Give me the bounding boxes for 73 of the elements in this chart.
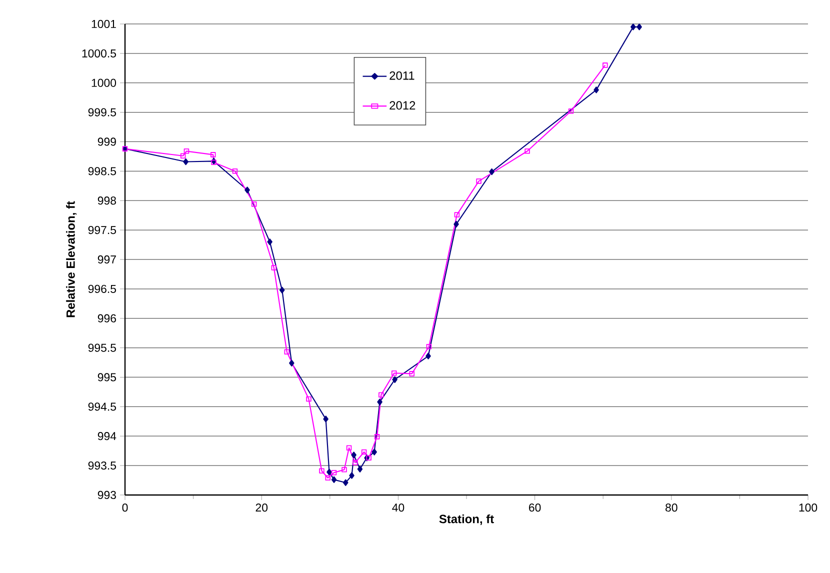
point bbox=[374, 434, 380, 440]
point bbox=[232, 168, 238, 174]
point bbox=[377, 398, 382, 406]
point bbox=[342, 479, 348, 486]
point bbox=[244, 186, 250, 194]
y-tick-label: 998 bbox=[98, 196, 116, 205]
legend-label: 2011 bbox=[390, 71, 414, 80]
point bbox=[349, 472, 354, 479]
x-tick-label: 40 bbox=[392, 504, 404, 512]
point bbox=[184, 148, 190, 154]
point bbox=[323, 416, 328, 422]
y-tick-label: 994 bbox=[98, 432, 116, 440]
point bbox=[251, 201, 257, 207]
x-tick-label: 20 bbox=[256, 504, 268, 512]
point bbox=[361, 449, 367, 455]
point bbox=[306, 396, 312, 402]
point bbox=[636, 24, 642, 30]
y-axis-title: Relative Elevation, ft bbox=[66, 201, 77, 318]
point bbox=[210, 152, 216, 158]
x-axis-title: Station, ft bbox=[439, 514, 494, 525]
x-tick-label: 100 bbox=[799, 504, 818, 512]
y-tick-label: 999 bbox=[98, 138, 116, 146]
point bbox=[331, 476, 337, 484]
y-tick-label: 993 bbox=[98, 490, 116, 500]
y-tick-label: 997.5 bbox=[88, 226, 116, 234]
point bbox=[426, 352, 431, 360]
point bbox=[454, 220, 459, 228]
point bbox=[267, 238, 272, 246]
point bbox=[346, 445, 352, 451]
x-tick-label: 60 bbox=[529, 504, 541, 512]
point bbox=[391, 370, 397, 376]
point bbox=[454, 212, 460, 218]
point bbox=[630, 24, 636, 30]
point bbox=[392, 376, 398, 383]
point bbox=[279, 286, 285, 294]
legend-label: 2012 bbox=[390, 101, 416, 110]
point bbox=[271, 265, 277, 270]
x-tick-label: 0 bbox=[122, 504, 128, 512]
y-tick-label: 999.5 bbox=[88, 108, 116, 116]
point bbox=[594, 86, 599, 94]
point bbox=[325, 475, 331, 481]
point bbox=[183, 158, 188, 166]
point bbox=[602, 62, 608, 68]
x-tick-label: 80 bbox=[666, 504, 678, 512]
y-tick-label: 995 bbox=[98, 373, 116, 382]
point bbox=[326, 468, 332, 476]
point bbox=[409, 371, 415, 376]
y-tick-label: 998.5 bbox=[88, 167, 116, 176]
point bbox=[331, 470, 337, 476]
point bbox=[524, 148, 530, 154]
y-tick-label: 1000 bbox=[92, 78, 116, 87]
y-tick-label: 997 bbox=[98, 255, 116, 264]
y-tick-label: 996 bbox=[98, 314, 116, 322]
y-tick-label: 995.5 bbox=[88, 344, 116, 352]
point bbox=[357, 466, 363, 472]
point bbox=[372, 448, 377, 456]
point bbox=[378, 392, 384, 398]
point bbox=[489, 168, 494, 176]
point bbox=[319, 468, 324, 474]
point bbox=[289, 360, 294, 366]
point bbox=[352, 460, 358, 466]
y-tick-label: 1001 bbox=[92, 20, 116, 28]
point bbox=[284, 349, 290, 355]
y-tick-label: 993.5 bbox=[88, 461, 116, 470]
point bbox=[342, 467, 347, 472]
point bbox=[426, 344, 432, 350]
y-tick-label: 996.5 bbox=[88, 284, 116, 293]
y-tick-label: 1000.5 bbox=[82, 49, 116, 58]
point bbox=[351, 452, 356, 458]
point bbox=[476, 178, 482, 184]
y-tick-label: 994.5 bbox=[88, 402, 116, 411]
point bbox=[180, 153, 186, 159]
point bbox=[568, 108, 574, 114]
